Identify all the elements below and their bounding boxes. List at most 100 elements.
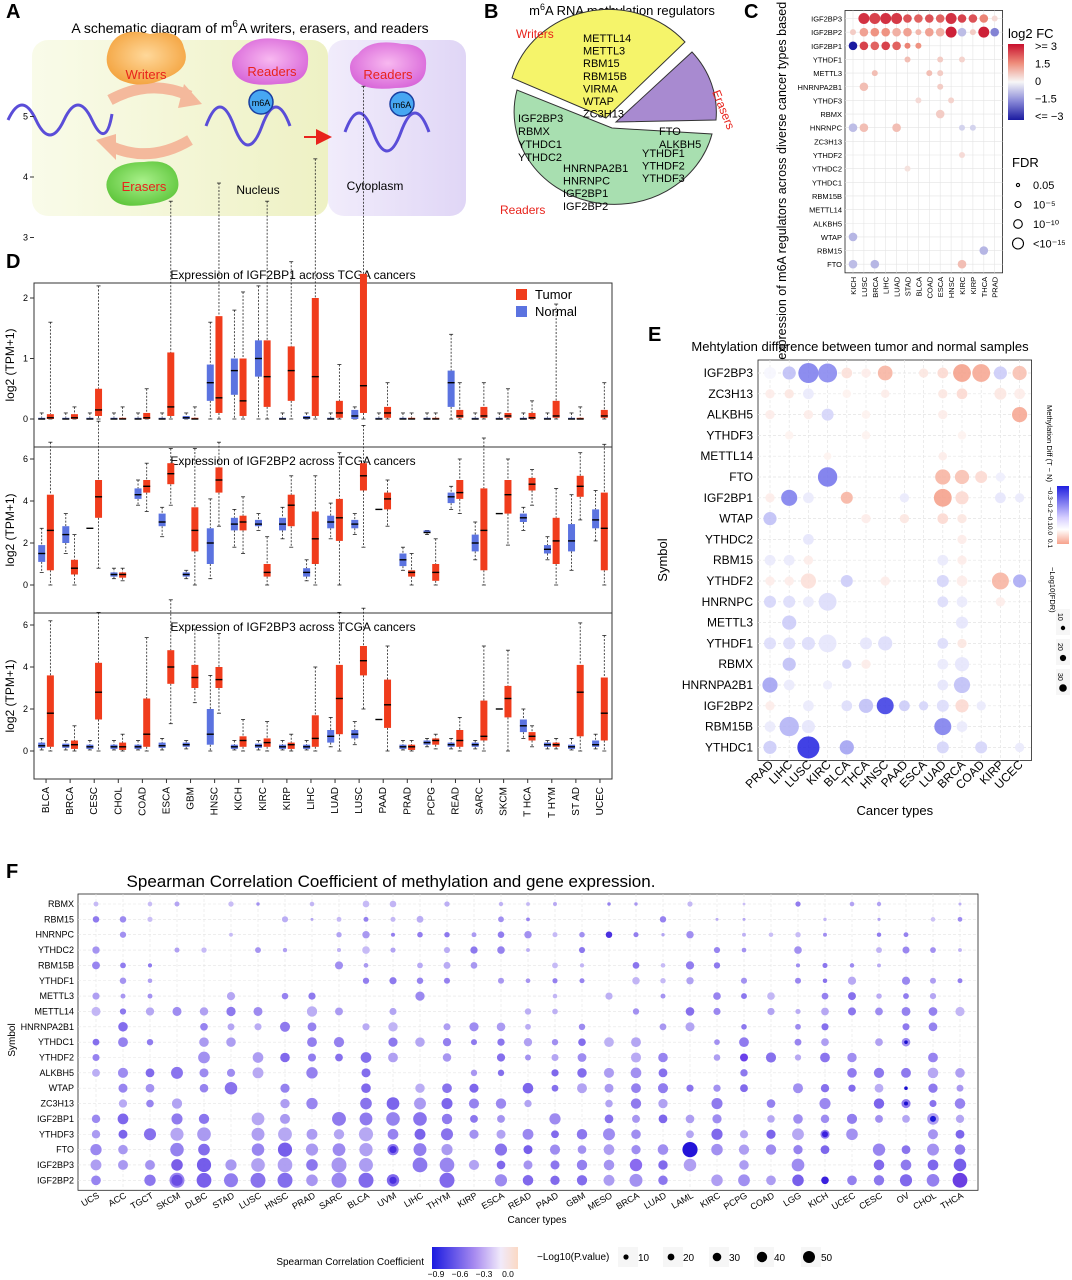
dot-point — [767, 992, 775, 1000]
dot-point — [928, 1083, 938, 1093]
dot-point — [334, 961, 344, 970]
dot-point — [991, 572, 1009, 590]
y-tick-label: WTAP — [719, 512, 753, 526]
dot-point — [497, 931, 505, 938]
dot-point — [765, 1052, 777, 1063]
box-body — [480, 488, 488, 571]
dot-point — [765, 493, 775, 503]
dot-point — [847, 976, 857, 985]
dot-point — [847, 1052, 857, 1063]
y-tick-label: METTL3 — [39, 991, 74, 1001]
dot-point — [120, 962, 126, 969]
dot-point — [820, 1084, 830, 1093]
dot-point — [331, 1157, 347, 1173]
dot-point — [687, 901, 693, 907]
x-tick-label: PAAD — [534, 1190, 560, 1211]
dot-point — [416, 915, 424, 923]
dot-point — [822, 978, 828, 984]
box-body — [456, 480, 464, 499]
dot-point — [522, 1128, 534, 1140]
dot-point — [199, 1037, 209, 1047]
box-body — [456, 730, 464, 747]
y-tick-label: RBMX — [820, 110, 842, 119]
dot-point — [358, 1127, 374, 1142]
dot-point — [740, 1069, 748, 1077]
dot-point — [579, 963, 585, 968]
writer-gene-label: RBM15 — [583, 58, 620, 70]
reader-gene-label: IGF2BP1 — [563, 188, 608, 200]
box-body — [263, 564, 271, 577]
x-tick-label: GBM — [564, 1190, 587, 1209]
x-tick-label: LUAD — [330, 787, 341, 814]
dot-point — [390, 947, 396, 953]
dot-point — [145, 1083, 155, 1093]
box-panel-title: Expression of IGF2BP2 across TCGA cancer… — [170, 454, 415, 468]
dot-point — [712, 1114, 722, 1124]
dot-point — [859, 27, 869, 37]
y-tick-label: YTHDF3 — [706, 428, 753, 442]
dot-point — [935, 27, 945, 37]
dot-point — [414, 1128, 426, 1140]
dot-point — [253, 1006, 263, 1016]
dot-point — [930, 947, 936, 953]
x-tick-label: LIHC — [882, 276, 891, 294]
dot-point — [361, 1083, 371, 1094]
dot-point — [899, 513, 910, 524]
eraser-gene-label: ALKBH5 — [659, 139, 701, 151]
dot-point — [784, 431, 794, 440]
dot-point — [306, 1097, 318, 1110]
dot-point — [387, 1128, 399, 1140]
dot-point — [955, 616, 969, 629]
dot-point — [172, 1006, 182, 1016]
y-tick-label: 3 — [23, 233, 28, 243]
dot-point — [873, 1067, 885, 1078]
dot-point — [957, 14, 967, 23]
dot-point — [550, 1160, 560, 1170]
box-body — [95, 662, 103, 720]
dot-point — [935, 469, 951, 485]
dot-point — [957, 431, 967, 440]
y-tick-label: 4 — [23, 662, 28, 672]
dot-point — [470, 946, 478, 954]
dot-point — [762, 677, 778, 693]
color-legend-tick: −0.3 — [476, 1269, 493, 1279]
x-tick-label: BLCA — [346, 1190, 371, 1210]
box-body — [504, 685, 512, 718]
y-tick-label: HNRNPA2B1 — [798, 83, 842, 92]
dot-point — [309, 901, 315, 907]
dot-point — [738, 1144, 750, 1155]
dot-point — [685, 1114, 695, 1124]
dot-point — [803, 388, 814, 400]
dot-point — [443, 961, 451, 969]
dot-point — [945, 13, 957, 24]
dot-point — [603, 1159, 615, 1171]
dot-point — [360, 1097, 372, 1110]
dot-point — [225, 1159, 237, 1171]
dot-point — [876, 697, 894, 715]
dot-point — [764, 721, 776, 732]
dot-point — [389, 1176, 397, 1184]
dot-point — [840, 574, 853, 588]
dot-point — [497, 1114, 505, 1123]
cycle-arrowhead-bottom — [96, 134, 116, 160]
dot-point — [993, 366, 1007, 380]
dot-point — [711, 1143, 723, 1156]
dot-point — [661, 933, 665, 937]
dot-point — [765, 701, 775, 711]
x-tick-label: GBM — [186, 787, 197, 810]
size-legend-tick: 10 — [1056, 613, 1063, 621]
dot-point — [821, 1038, 829, 1047]
size-legend-circle — [1011, 237, 1025, 250]
dot-point — [937, 56, 944, 63]
dot-point — [765, 409, 775, 420]
dot-point — [903, 27, 912, 37]
dot-point — [336, 916, 342, 922]
dot-point — [821, 1023, 829, 1031]
dot-point — [469, 1129, 479, 1139]
pie-slice-erasers — [614, 51, 717, 123]
y-axis-label: log2 (TPM+1) — [3, 659, 17, 732]
dot-point — [901, 1067, 911, 1078]
y-tick-label: 2 — [23, 538, 28, 548]
dot-point — [579, 978, 585, 984]
color-legend-tick: 0.0 — [502, 1269, 514, 1279]
